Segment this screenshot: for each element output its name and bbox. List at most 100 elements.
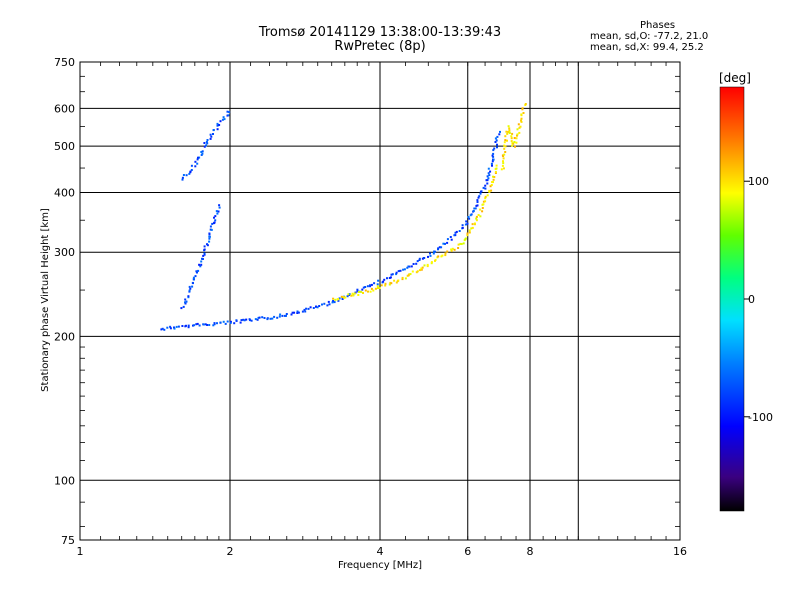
data-point: [213, 221, 216, 224]
data-point: [498, 133, 501, 136]
data-point: [196, 162, 199, 165]
data-point: [366, 285, 369, 288]
data-point: [182, 305, 185, 308]
data-point: [464, 238, 467, 241]
data-point: [377, 279, 380, 282]
y-tick-label: 300: [54, 246, 75, 259]
data-point: [357, 294, 360, 296]
data-point: [210, 135, 213, 138]
data-point: [494, 137, 497, 140]
data-point: [504, 139, 507, 142]
data-point: [195, 270, 198, 273]
data-point: [391, 273, 394, 276]
data-point: [390, 273, 393, 276]
data-point: [482, 186, 485, 189]
data-point: [484, 184, 487, 187]
data-point: [429, 254, 432, 257]
data-point: [177, 325, 180, 328]
data-point: [347, 293, 350, 296]
data-point: [194, 165, 197, 168]
data-point: [184, 298, 187, 301]
data-point: [296, 312, 299, 314]
data-point: [297, 311, 300, 314]
data-point: [479, 208, 482, 211]
data-point: [332, 297, 335, 300]
data-point: [508, 132, 511, 134]
data-point: [506, 139, 508, 142]
data-point: [187, 295, 190, 298]
data-point: [196, 158, 199, 161]
data-point: [192, 278, 195, 281]
colorbar-ticks: 100 0 -100: [744, 175, 773, 424]
data-point: [489, 185, 492, 188]
data-point: [432, 252, 435, 255]
data-point: [327, 300, 330, 303]
data-point: [479, 215, 482, 218]
data-point: [472, 210, 475, 212]
data-point: [206, 243, 208, 246]
data-point: [476, 204, 479, 207]
data-point: [194, 160, 197, 163]
data-point: [421, 266, 424, 269]
data-point: [475, 204, 478, 207]
data-point: [203, 252, 206, 255]
y-tick-label: 200: [54, 330, 75, 343]
data-point: [229, 320, 232, 323]
data-point: [196, 271, 198, 274]
data-point: [488, 189, 491, 192]
data-point: [522, 112, 525, 114]
data-point: [212, 129, 215, 131]
data-point: [362, 292, 364, 294]
data-point: [197, 269, 200, 272]
title-line-1: Tromsø 20141129 13:38:00-13:39:43: [258, 25, 502, 40]
stats-o-values: -77.2, 21.0: [653, 31, 709, 42]
data-point: [487, 172, 490, 175]
data-point: [197, 156, 199, 159]
data-point: [377, 287, 379, 289]
data-point: [254, 318, 257, 321]
data-point: [201, 152, 204, 155]
data-point: [239, 321, 242, 324]
data-point: [305, 307, 308, 310]
data-point: [418, 259, 421, 261]
chart-title: Tromsø 20141129 13:38:00-13:39:43 RwPret…: [0, 26, 760, 54]
data-point: [376, 283, 379, 286]
data-point: [476, 201, 479, 203]
data-point: [397, 279, 400, 282]
data-point: [199, 265, 202, 268]
data-point: [475, 217, 478, 220]
data-point: [444, 252, 447, 255]
data-point: [296, 310, 299, 313]
data-point: [163, 328, 166, 331]
data-point: [352, 294, 355, 297]
data-point: [471, 223, 474, 226]
data-point: [221, 118, 224, 121]
data-point: [200, 260, 203, 263]
data-point: [285, 313, 288, 315]
data-point: [303, 308, 306, 311]
data-point: [283, 314, 286, 317]
data-point: [198, 156, 201, 159]
data-point: [269, 317, 272, 320]
data-point: [169, 327, 172, 330]
data-point: [495, 139, 498, 142]
data-point: [441, 254, 444, 257]
data-point: [495, 164, 498, 167]
data-point: [380, 284, 383, 287]
data-point: [384, 284, 387, 287]
data-point: [490, 189, 493, 192]
data-point: [504, 151, 507, 153]
data-point: [468, 217, 471, 220]
data-point: [416, 270, 419, 273]
data-point: [215, 210, 218, 213]
data-point: [271, 317, 274, 320]
data-point: [195, 323, 198, 326]
data-point: [360, 290, 363, 293]
data-point: [423, 257, 426, 259]
data-point: [373, 282, 376, 285]
data-point: [216, 128, 219, 131]
data-point: [419, 269, 421, 272]
data-point: [500, 168, 503, 171]
data-point: [475, 219, 478, 222]
data-point: [256, 318, 259, 321]
